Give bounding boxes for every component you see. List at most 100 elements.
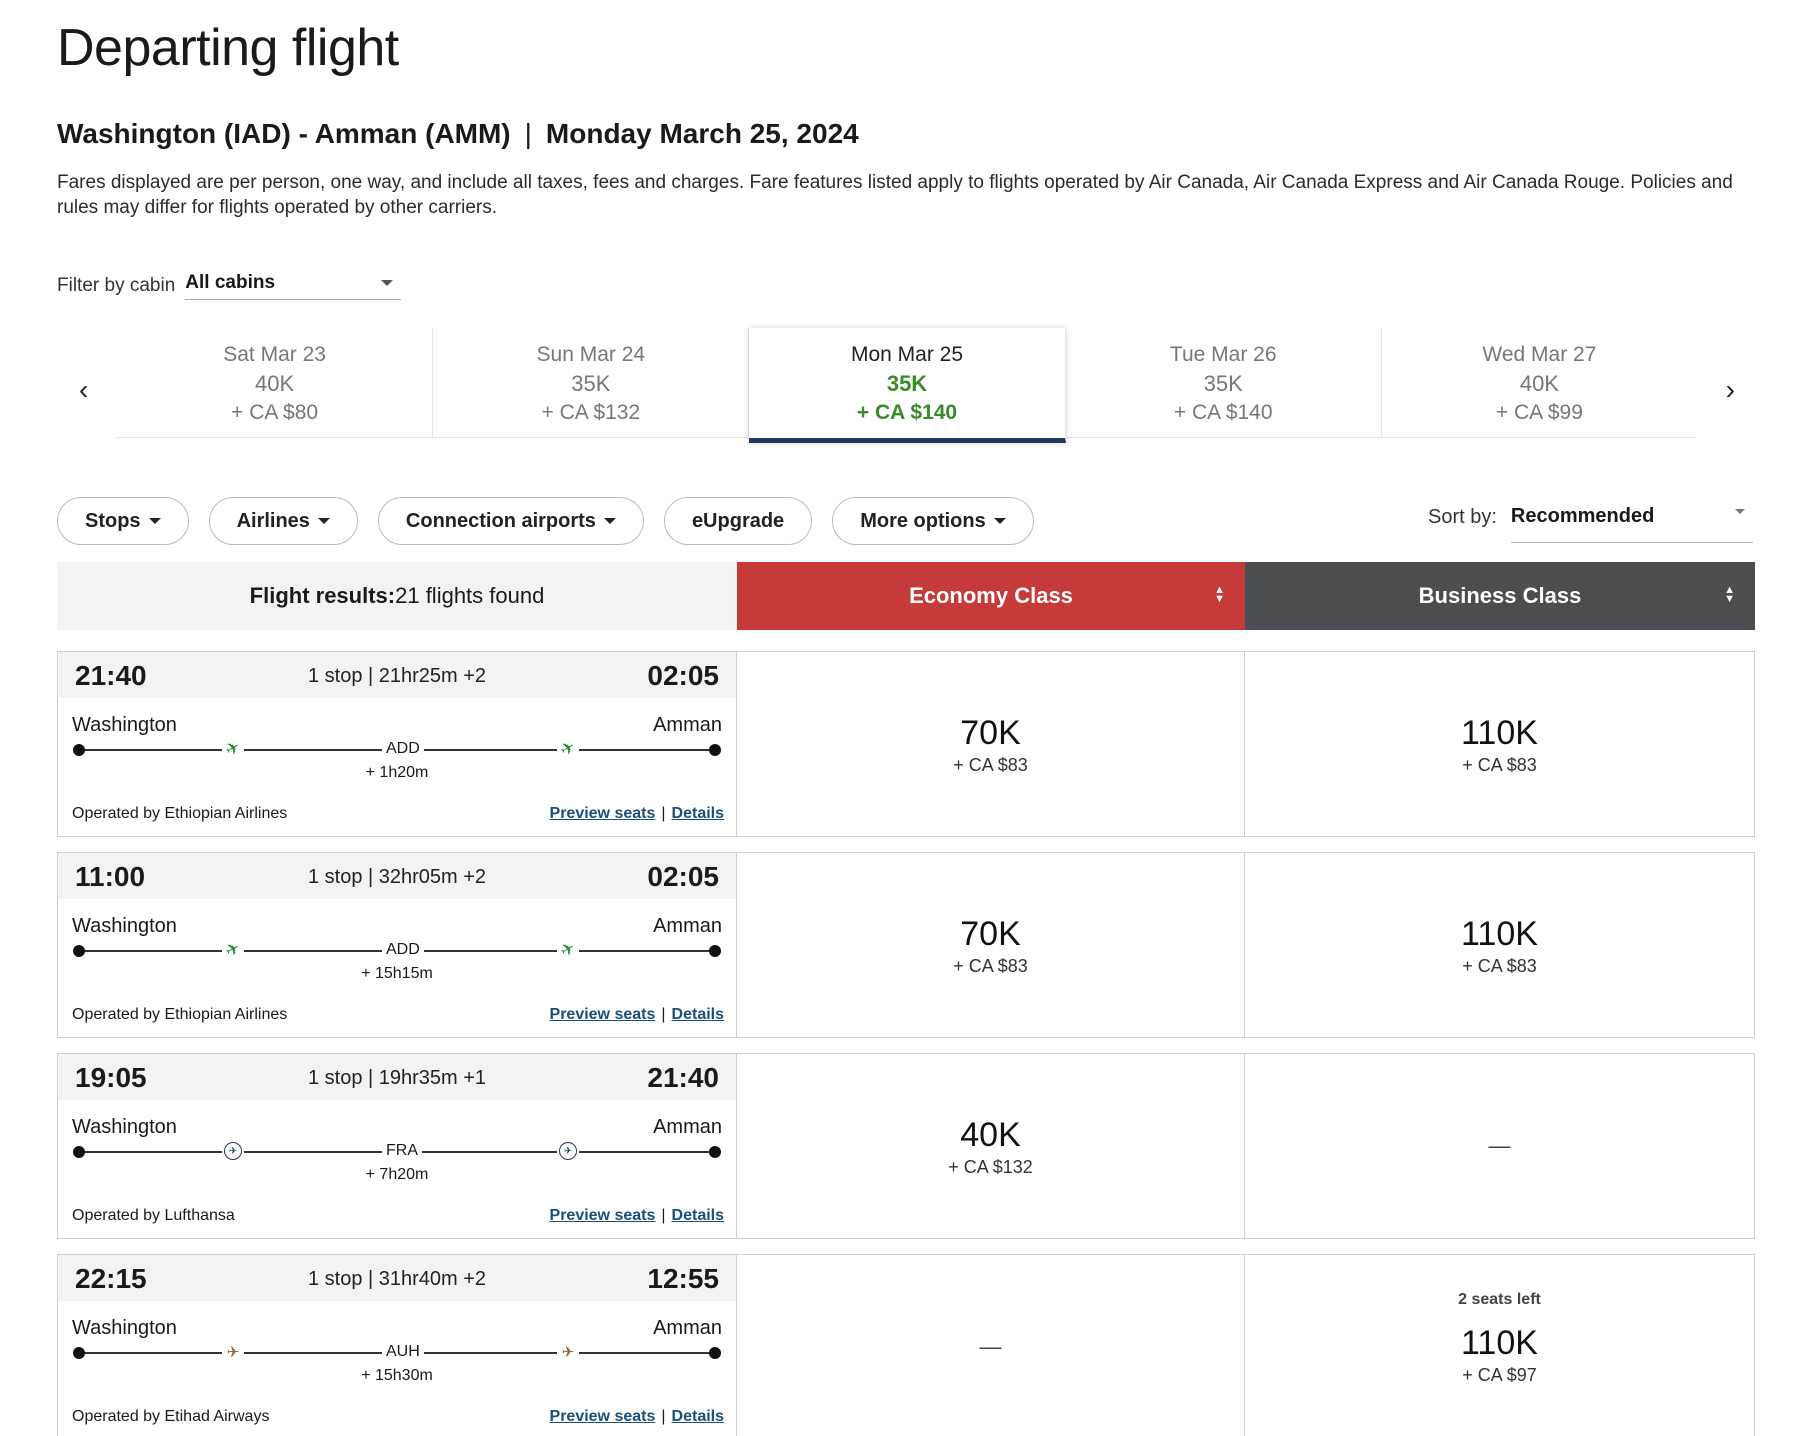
economy-fare-unavailable: — <box>737 1254 1245 1436</box>
date-label: Tue Mar 26 <box>1169 343 1277 366</box>
eupgrade-filter-button[interactable]: eUpgrade <box>663 497 813 545</box>
date-points: 35K <box>571 371 611 396</box>
cabin-filter-value: All cabins <box>185 272 276 293</box>
business-class-header[interactable]: Business Class ▲ ▼ <box>1245 562 1755 630</box>
chevron-left-icon[interactable]: ‹ <box>79 374 89 405</box>
preview-seats-link[interactable]: Preview seats <box>549 805 656 822</box>
flight-links: Preview seats | Details <box>550 805 724 823</box>
destination-city: Amman <box>653 1317 722 1339</box>
results-label: Flight results: <box>249 583 396 608</box>
fare-points: 70K <box>960 713 1021 752</box>
destination-city: Amman <box>653 1116 722 1138</box>
origin-city: Washington <box>72 1116 177 1138</box>
business-fare-cell[interactable]: 110K + CA $83 <box>1245 651 1755 837</box>
connection-airport-code: ADD <box>382 740 424 758</box>
details-link[interactable]: Details <box>671 1408 724 1425</box>
preview-seats-link[interactable]: Preview seats <box>549 1207 656 1224</box>
layover-duration: + 15h30m <box>361 1367 433 1384</box>
ethiopian-airlines-logo-icon: ✈ <box>556 937 579 962</box>
more-options-filter-button[interactable]: More options <box>832 497 1034 545</box>
route-separator: | <box>524 118 532 149</box>
economy-fare-cell[interactable]: 70K + CA $83 <box>737 651 1245 837</box>
page-title: Departing flight <box>57 19 399 77</box>
connection-airports-filter-button[interactable]: Connection airports <box>377 497 644 545</box>
unavailable-dash: — <box>1488 1133 1511 1158</box>
date-option[interactable]: Sun Mar 24 35K + CA $132 <box>433 328 750 437</box>
destination-dot <box>709 744 721 756</box>
origin-dot <box>73 1347 85 1359</box>
route-heading: Washington (IAD) - Amman (AMM) | Monday Ma… <box>57 118 859 150</box>
cabin-filter-select[interactable]: All cabins <box>185 272 402 300</box>
flight-summary: 1 stop | 32hr05m +2 <box>307 866 487 888</box>
preview-seats-link[interactable]: Preview seats <box>549 1006 656 1023</box>
chevron-right-icon[interactable]: › <box>1725 374 1735 405</box>
economy-fare-cell[interactable]: 70K + CA $83 <box>737 852 1245 1038</box>
economy-class-header[interactable]: Economy Class ▲ ▼ <box>737 562 1245 630</box>
arrival-time: 12:55 <box>647 1263 719 1294</box>
fare-disclaimer: Fares displayed are per person, one way,… <box>57 172 1733 218</box>
fare-points: 110K <box>1461 1323 1538 1362</box>
date-points: 35K <box>1203 371 1243 396</box>
flight-info: 11:00 1 stop | 32hr05m +2 02:05 Washingt… <box>57 852 737 1038</box>
operator: Operated by Etihad Airways <box>72 1408 270 1425</box>
link-separator: | <box>661 1006 666 1023</box>
stops-filter-button[interactable]: Stops <box>57 497 189 545</box>
details-link[interactable]: Details <box>671 1006 724 1023</box>
date-label: Mon Mar 25 <box>850 343 964 366</box>
business-fare-cell[interactable]: 110K + CA $83 <box>1245 852 1755 1038</box>
details-link[interactable]: Details <box>671 805 724 822</box>
link-separator: | <box>661 1408 666 1425</box>
origin-dot <box>73 945 85 957</box>
flight-info: 19:05 1 stop | 19hr35m +1 21:40 Washingt… <box>57 1053 737 1239</box>
etihad-airways-logo-icon: ✈ <box>222 1341 244 1363</box>
date-option[interactable]: Wed Mar 27 40K + CA $99 <box>1382 328 1697 437</box>
itinerary-line: ✈ ADD ✈ <box>73 737 721 760</box>
connection-airports-filter-label: Connection airports <box>405 509 596 532</box>
business-fare-cell[interactable]: 2 seats left 110K + CA $97 <box>1245 1254 1755 1436</box>
route-text: Washington (IAD) - Amman (AMM) <box>57 118 511 149</box>
flight-row: 22:15 1 stop | 31hr40m +2 12:55 Washingt… <box>57 1254 1755 1436</box>
departure-time: 19:05 <box>75 1062 147 1093</box>
origin-dot <box>73 744 85 756</box>
flight-row: 21:40 1 stop | 21hr25m +2 02:05 Washingt… <box>57 651 1755 837</box>
fare-cash: + CA $83 <box>1462 754 1537 775</box>
business-class-label: Business Class <box>1418 583 1582 608</box>
date-strip: Sat Mar 23 40K + CA $80 Sun Mar 24 35K +… <box>117 328 1697 443</box>
layover-duration: + 1h20m <box>365 764 429 781</box>
date-option[interactable]: Sat Mar 23 40K + CA $80 <box>117 328 434 437</box>
departure-time: 22:15 <box>75 1263 147 1294</box>
flight-summary: 1 stop | 21hr25m +2 <box>307 665 487 687</box>
date-option[interactable]: Tue Mar 26 35K + CA $140 <box>1066 328 1382 437</box>
economy-fare-cell[interactable]: 40K + CA $132 <box>737 1053 1245 1239</box>
destination-dot <box>709 1347 721 1359</box>
details-link[interactable]: Details <box>671 1207 724 1224</box>
business-fare-unavailable: — <box>1245 1053 1755 1239</box>
date-label: Sun Mar 24 <box>536 343 646 366</box>
ethiopian-airlines-logo-icon: ✈ <box>221 937 244 962</box>
date-option-selected[interactable]: Mon Mar 25 35K + CA $140 <box>749 328 1066 443</box>
connection-airport-code: ADD <box>382 941 424 959</box>
stops-filter-label: Stops <box>85 509 141 532</box>
origin-city: Washington <box>72 714 177 736</box>
chevron-down-icon <box>1734 509 1745 514</box>
preview-seats-link[interactable]: Preview seats <box>549 1408 656 1425</box>
origin-city: Washington <box>72 915 177 937</box>
chevron-down-icon <box>317 518 330 524</box>
layover-duration: + 15h15m <box>361 965 433 982</box>
flight-row: 11:00 1 stop | 32hr05m +2 02:05 Washingt… <box>57 852 1755 1038</box>
date-label: Wed Mar 27 <box>1482 343 1597 366</box>
departure-time: 11:00 <box>75 861 146 892</box>
fare-cash: + CA $83 <box>1462 955 1537 976</box>
fare-points: 110K <box>1461 914 1538 953</box>
eupgrade-filter-label: eUpgrade <box>691 509 785 532</box>
connection-airport-code: FRA <box>382 1142 422 1160</box>
unavailable-dash: — <box>979 1334 1002 1359</box>
sort-select[interactable]: Recommended <box>1510 505 1753 543</box>
seats-left-badge: 2 seats left <box>1458 1290 1541 1308</box>
route-date: Monday March 25, 2024 <box>545 118 859 149</box>
flight-summary: 1 stop | 19hr35m +1 <box>307 1067 487 1089</box>
flight-links: Preview seats | Details <box>550 1006 724 1024</box>
sort-arrows-icon: ▲ ▼ <box>1214 584 1225 605</box>
lufthansa-logo-icon: ✈ <box>222 1140 244 1162</box>
airlines-filter-button[interactable]: Airlines <box>208 497 358 545</box>
